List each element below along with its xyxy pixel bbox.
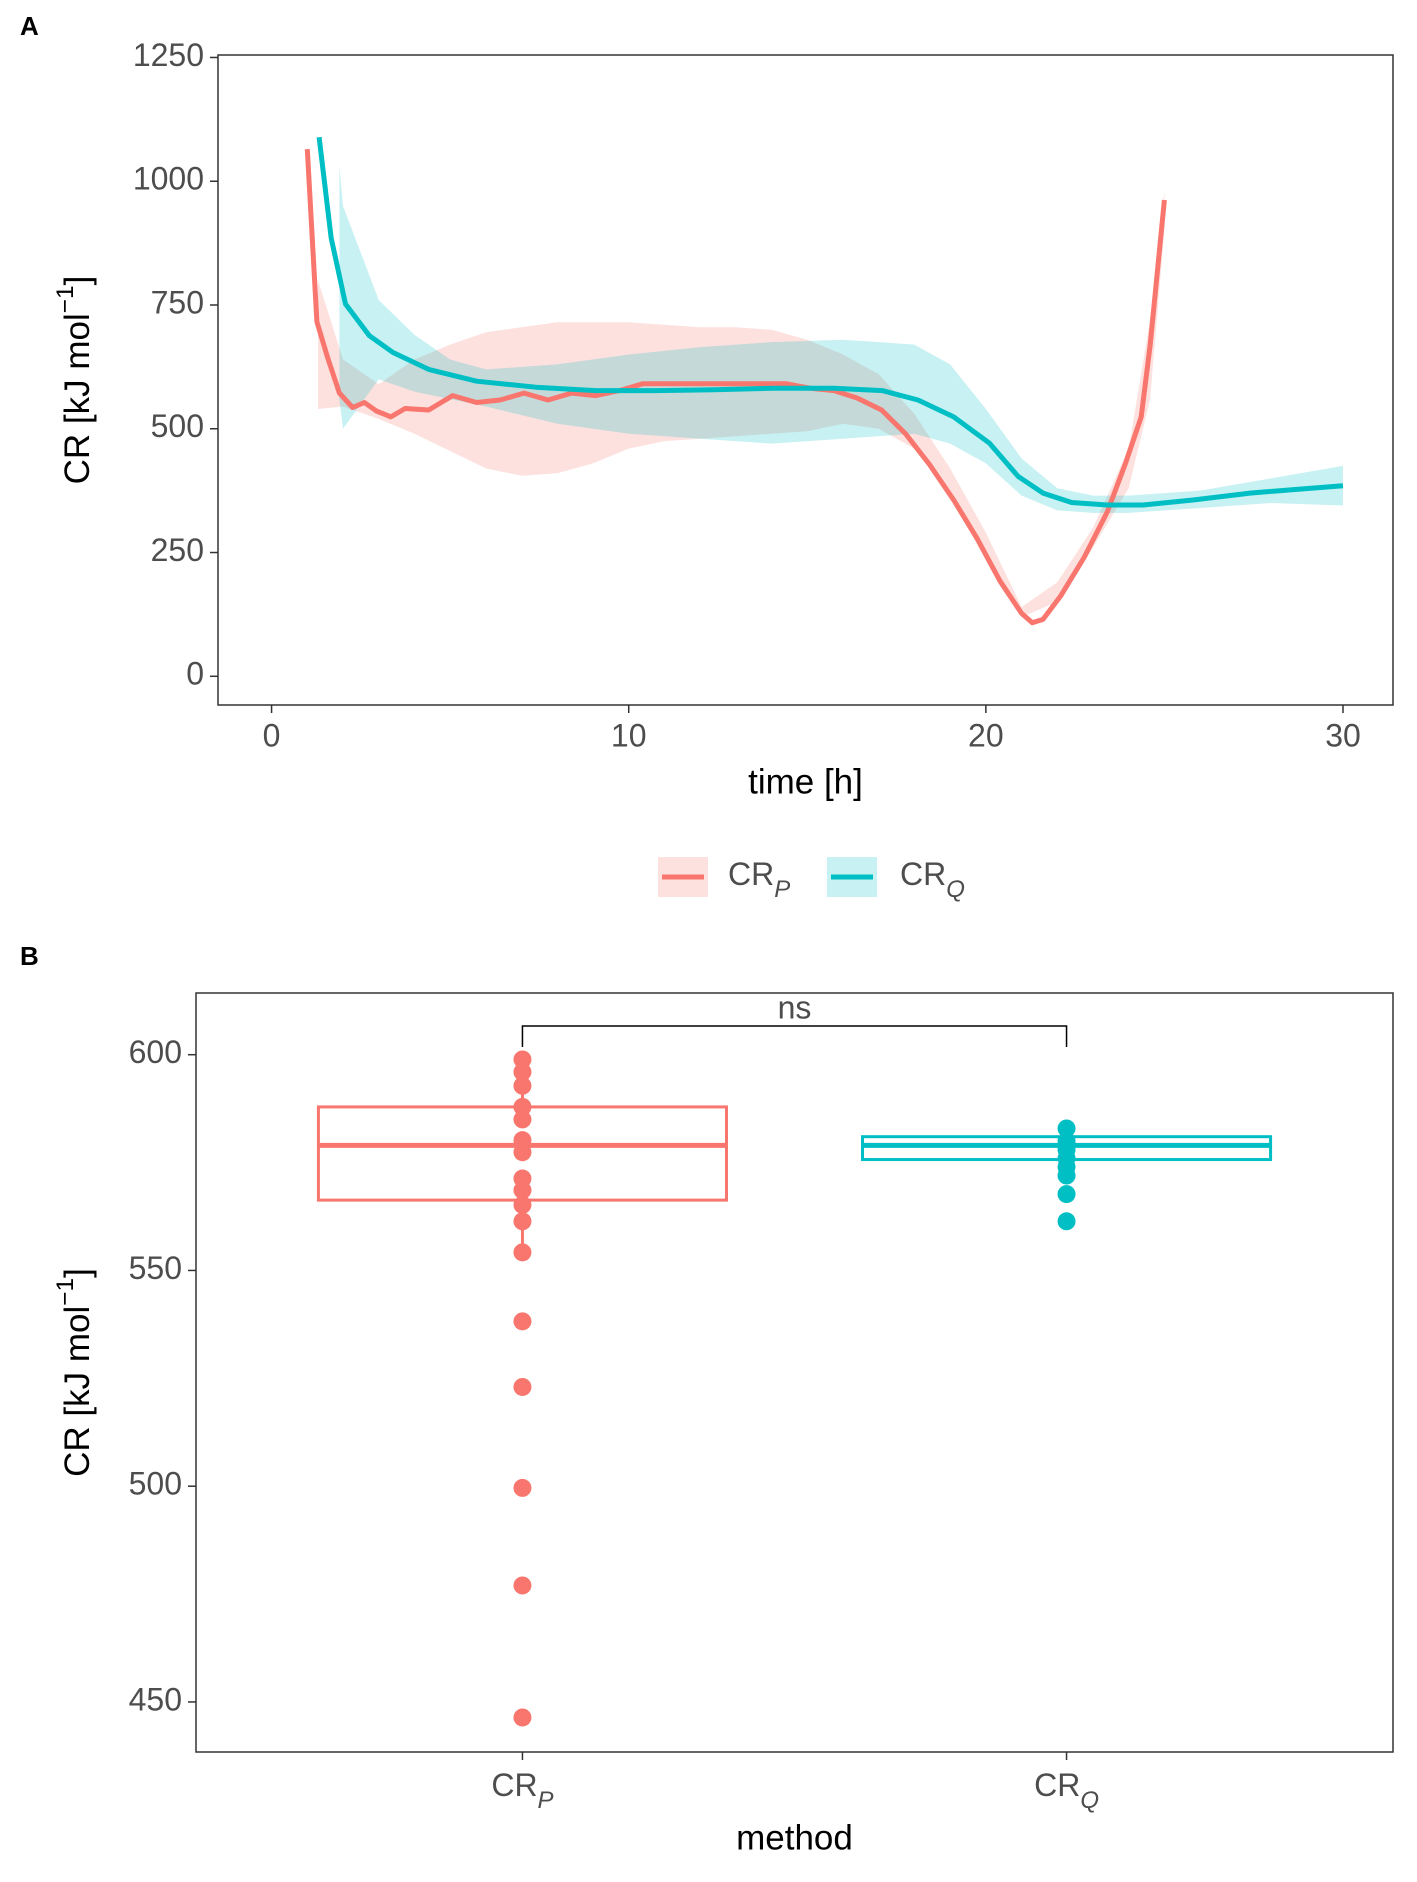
y-tick-label: 1000 xyxy=(133,161,204,197)
confidence-band xyxy=(318,191,1165,617)
x-tick-label-part: CR xyxy=(1034,1767,1080,1803)
x-tick-label: 20 xyxy=(968,717,1004,753)
point xyxy=(513,1076,532,1095)
confidence-band xyxy=(339,166,1343,513)
x-tick-label: CRP xyxy=(491,1767,553,1813)
legend-label-part: P xyxy=(774,876,790,903)
y-tick-label: 600 xyxy=(129,1034,182,1070)
y-axis-title: CR [kJ mol−1] xyxy=(52,1268,97,1477)
significance-bracket xyxy=(521,1025,1068,1047)
point xyxy=(513,1377,532,1396)
y-tick-label: 1250 xyxy=(133,37,204,73)
point xyxy=(513,1050,532,1069)
point xyxy=(1057,1166,1076,1185)
y-tick-label: 550 xyxy=(129,1250,182,1286)
point xyxy=(513,1110,532,1129)
y-tick-label: 750 xyxy=(151,284,204,320)
x-tick-label: 10 xyxy=(611,717,647,753)
point xyxy=(1057,1119,1076,1138)
y-axis-title: CR [kJ mol−1] xyxy=(52,276,97,485)
legend-label: CRQ xyxy=(900,856,965,902)
y-tick-label: 0 xyxy=(186,656,204,692)
x-tick-label: 30 xyxy=(1325,717,1361,753)
x-tick-label: CRQ xyxy=(1034,1767,1099,1813)
line xyxy=(316,136,1344,508)
point xyxy=(513,1212,532,1231)
x-tick-label-part: Q xyxy=(1080,1787,1099,1814)
panel-label: B xyxy=(20,941,39,971)
legend-label-part: CR xyxy=(900,856,946,892)
y-axis-title-part: CR [kJ mol xyxy=(58,1306,97,1477)
panel-label: A xyxy=(20,11,39,41)
legend-label-part: Q xyxy=(946,876,965,903)
y-axis-title-part: ] xyxy=(58,1268,97,1278)
point xyxy=(513,1312,532,1331)
point xyxy=(513,1097,532,1116)
y-axis-title-part: CR [kJ mol xyxy=(58,313,97,484)
point xyxy=(513,1143,532,1162)
y-tick-label: 500 xyxy=(129,1466,182,1502)
x-tick-label: 0 xyxy=(263,717,281,753)
y-tick-label: 450 xyxy=(129,1681,182,1717)
y-tick-label: 500 xyxy=(151,408,204,444)
legend-label-part: CR xyxy=(728,856,774,892)
point xyxy=(513,1195,532,1214)
plot-border xyxy=(217,54,1394,706)
point xyxy=(513,1062,532,1081)
x-axis-title: time [h] xyxy=(748,762,863,801)
point xyxy=(513,1708,532,1727)
point xyxy=(513,1478,532,1497)
x-tick-label-part: P xyxy=(538,1787,554,1814)
line xyxy=(304,148,1167,626)
significance-label: ns xyxy=(778,989,812,1025)
y-axis-title-part: −1 xyxy=(52,1278,79,1306)
legend-label: CRP xyxy=(728,856,790,902)
point xyxy=(513,1576,532,1595)
y-tick-label: 250 xyxy=(151,532,204,568)
x-tick-label-part: CR xyxy=(491,1767,537,1803)
point xyxy=(1057,1185,1076,1204)
y-axis-title-part: ] xyxy=(58,276,97,286)
point xyxy=(1057,1212,1076,1231)
x-axis-title: method xyxy=(736,1818,853,1857)
point xyxy=(513,1181,532,1200)
y-axis-title-part: −1 xyxy=(52,285,79,313)
point xyxy=(513,1243,532,1262)
plot-border xyxy=(195,992,1394,1753)
